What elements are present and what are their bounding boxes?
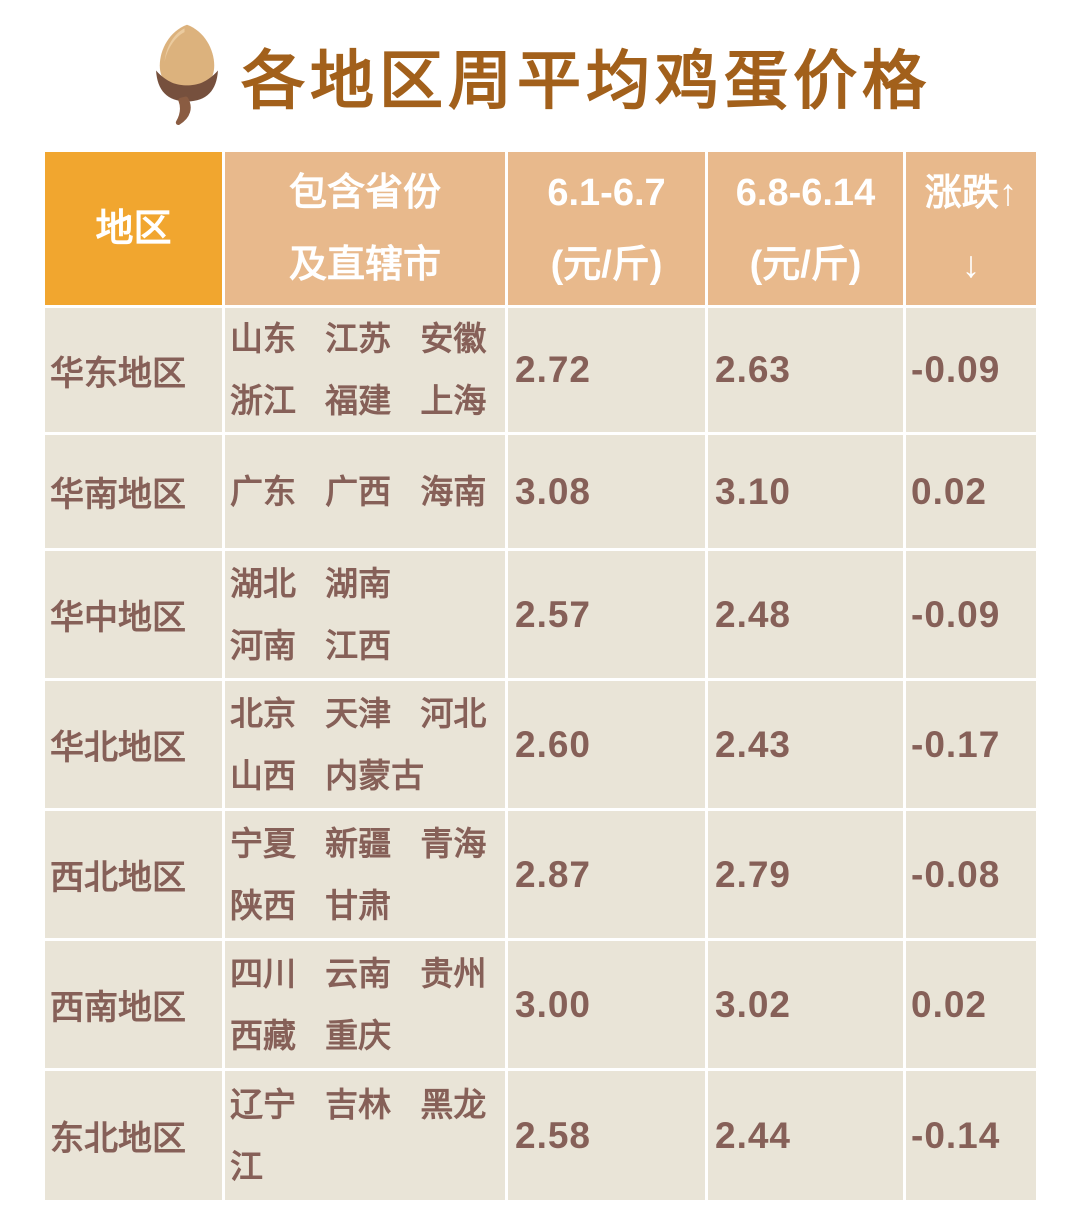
region-cell: 华中地区	[45, 551, 222, 678]
region-cell: 华东地区	[45, 308, 222, 432]
header-week2-unit: (元/斤)	[749, 243, 862, 286]
week2-price-value: 2.44	[715, 1114, 792, 1156]
header-region-label: 地区	[95, 207, 172, 250]
provinces-cell: 湖北 湖南 河南 江西	[225, 551, 505, 678]
region-cell: 华北地区	[45, 681, 222, 808]
header-region: 地区	[45, 152, 222, 305]
table-row: 东北地区 辽宁 吉林 黑龙江 2.58 2.44 -0.14	[45, 1071, 1036, 1200]
header-week2: 6.8-6.14 (元/斤)	[708, 152, 903, 305]
region-label: 东北地区	[50, 1120, 186, 1158]
region-cell: 华南地区	[45, 435, 222, 548]
table-row: 西北地区 宁夏 新疆 青海 陕西 甘肃 2.87 2.79 -0.08	[45, 811, 1036, 938]
week2-price-cell: 2.79	[708, 811, 903, 938]
week1-price-value: 3.08	[515, 470, 592, 512]
header-provinces-line1: 包含省份	[288, 171, 441, 214]
header-change: 涨跌↑ ↓	[906, 152, 1036, 305]
egg-price-table: 地区 包含省份 及直辖市 6.1-6.7 (元/斤) 6.8-6.14 (元/斤…	[45, 152, 1036, 1200]
price-change-value: 0.02	[911, 470, 988, 512]
week2-price-cell: 2.43	[708, 681, 903, 808]
header-week2-range: 6.8-6.14	[735, 171, 876, 214]
week1-price-value: 3.00	[515, 983, 592, 1025]
week1-price-cell: 2.60	[508, 681, 705, 808]
provinces-cell: 四川 云南 贵州 西藏 重庆	[225, 941, 505, 1068]
price-change-cell: -0.09	[906, 308, 1036, 432]
price-change-value: -0.09	[911, 593, 1001, 635]
week1-price-value: 2.58	[515, 1114, 592, 1156]
week2-price-cell: 2.48	[708, 551, 903, 678]
week2-price-value: 3.02	[715, 983, 792, 1025]
region-label: 华中地区	[50, 599, 186, 637]
header-provinces: 包含省份 及直辖市	[225, 152, 505, 305]
header-week1-range: 6.1-6.7	[547, 171, 666, 214]
table-row: 华北地区 北京 天津 河北 山西 内蒙古 2.60 2.43 -0.17	[45, 681, 1036, 808]
week1-price-cell: 2.57	[508, 551, 705, 678]
region-label: 华南地区	[50, 476, 186, 514]
week2-price-cell: 3.02	[708, 941, 903, 1068]
provinces-cell: 宁夏 新疆 青海 陕西 甘肃	[225, 811, 505, 938]
price-change-cell: 0.02	[906, 941, 1036, 1068]
week2-price-cell: 2.63	[708, 308, 903, 432]
table-header-row: 地区 包含省份 及直辖市 6.1-6.7 (元/斤) 6.8-6.14 (元/斤…	[45, 152, 1036, 305]
table-row: 华中地区 湖北 湖南 河南 江西 2.57 2.48 -0.09	[45, 551, 1036, 678]
header-week1: 6.1-6.7 (元/斤)	[508, 152, 705, 305]
price-change-value: -0.14	[911, 1114, 1001, 1156]
week1-price-value: 2.57	[515, 593, 592, 635]
header-change-line1: 涨跌↑	[924, 171, 1018, 213]
price-change-value: 0.02	[911, 983, 988, 1025]
region-label: 华东地区	[50, 354, 186, 393]
header-provinces-line2: 及直辖市	[288, 243, 441, 286]
header-week1-unit: (元/斤)	[550, 243, 663, 286]
week2-price-cell: 3.10	[708, 435, 903, 548]
week1-price-cell: 2.58	[508, 1071, 705, 1200]
price-change-value: -0.08	[911, 853, 1001, 895]
page-title: 各地区周平均鸡蛋价格	[241, 45, 931, 117]
region-cell: 西北地区	[45, 811, 222, 938]
week2-price-cell: 2.44	[708, 1071, 903, 1200]
week1-price-cell: 2.72	[508, 308, 705, 432]
acorn-icon	[156, 24, 218, 125]
week1-price-value: 2.60	[515, 723, 592, 765]
week2-price-value: 2.63	[715, 349, 792, 390]
header-change-arrow-down: ↓	[961, 243, 981, 285]
provinces-cell: 北京 天津 河北 山西 内蒙古	[225, 681, 505, 808]
week1-price-cell: 3.08	[508, 435, 705, 548]
price-change-cell: -0.14	[906, 1071, 1036, 1200]
week2-price-value: 2.48	[715, 593, 792, 635]
table-row: 华东地区 山东 江苏 安徽 浙江 福建 上海 2.72 2.63 -0.09	[45, 308, 1036, 432]
price-change-cell: -0.08	[906, 811, 1036, 938]
page-header: 各地区周平均鸡蛋价格	[0, 0, 1080, 152]
week1-price-value: 2.87	[515, 853, 592, 895]
price-change-cell: 0.02	[906, 435, 1036, 548]
table-row: 华南地区 广东 广西 海南 3.08 3.10 0.02	[45, 435, 1036, 548]
provinces-cell: 山东 江苏 安徽 浙江 福建 上海	[225, 308, 505, 432]
region-cell: 东北地区	[45, 1071, 222, 1200]
region-cell: 西南地区	[45, 941, 222, 1068]
region-label: 华北地区	[50, 729, 186, 767]
week2-price-value: 3.10	[715, 470, 792, 512]
price-change-value: -0.09	[911, 349, 1001, 390]
region-label: 西北地区	[50, 859, 186, 897]
price-change-value: -0.17	[911, 723, 1001, 765]
region-label: 西南地区	[50, 989, 186, 1027]
table-row: 西南地区 四川 云南 贵州 西藏 重庆 3.00 3.02 0.02	[45, 941, 1036, 1068]
provinces-cell: 辽宁 吉林 黑龙江	[225, 1071, 505, 1200]
week2-price-value: 2.79	[715, 853, 792, 895]
provinces-cell: 广东 广西 海南	[225, 435, 505, 548]
price-change-cell: -0.17	[906, 681, 1036, 808]
price-change-cell: -0.09	[906, 551, 1036, 678]
week1-price-cell: 3.00	[508, 941, 705, 1068]
week1-price-cell: 2.87	[508, 811, 705, 938]
week2-price-value: 2.43	[715, 723, 792, 765]
week1-price-value: 2.72	[515, 349, 592, 390]
